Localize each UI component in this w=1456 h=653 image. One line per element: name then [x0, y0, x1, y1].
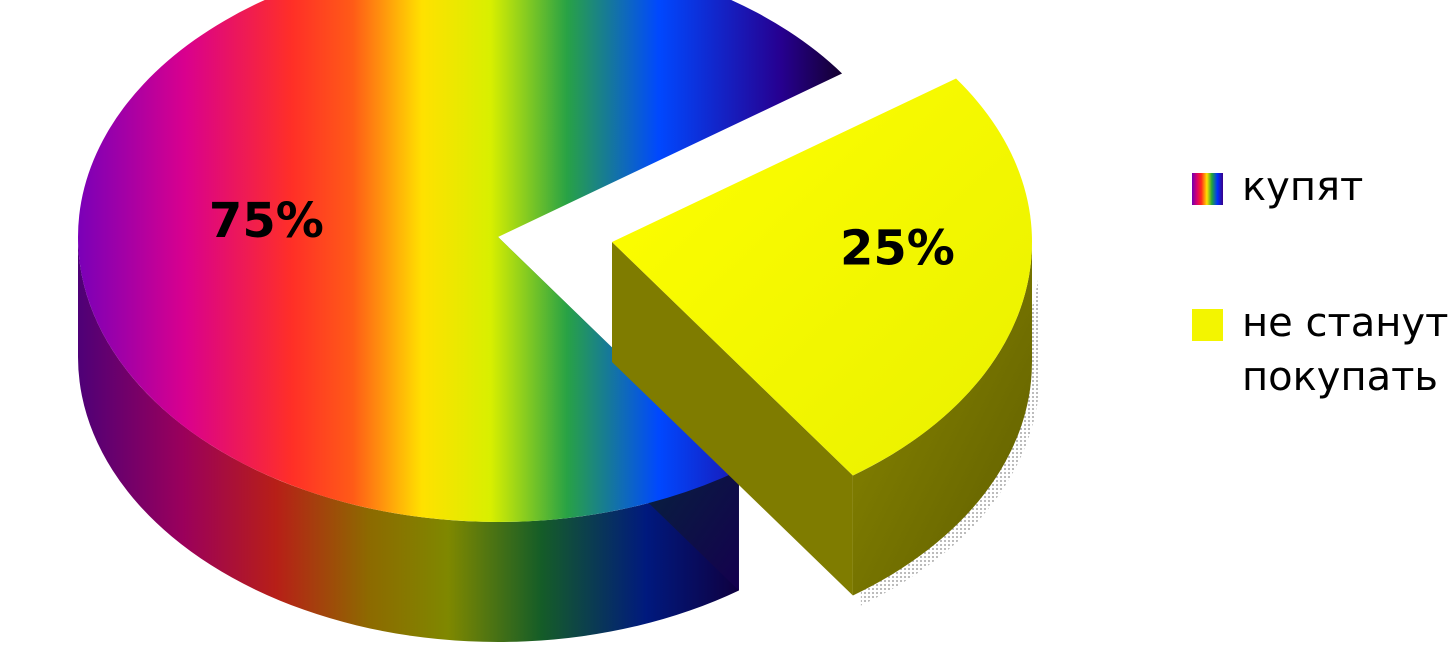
legend-label-ne-stanut-pokupat: не станут покупать	[1242, 296, 1452, 404]
legend-swatch-yellow	[1192, 309, 1223, 341]
chart-legend: купят не станут покупать	[1192, 160, 1452, 404]
data-label-kupyat: 75%	[209, 193, 324, 249]
legend-label-kupyat: купят	[1242, 160, 1452, 214]
data-label-ne-stanut-pokupat: 25%	[840, 220, 955, 276]
legend-swatch-rainbow	[1192, 173, 1223, 205]
legend-item-kupyat: купят	[1192, 160, 1452, 214]
legend-item-ne-stanut-pokupat: не станут покупать	[1192, 296, 1452, 404]
